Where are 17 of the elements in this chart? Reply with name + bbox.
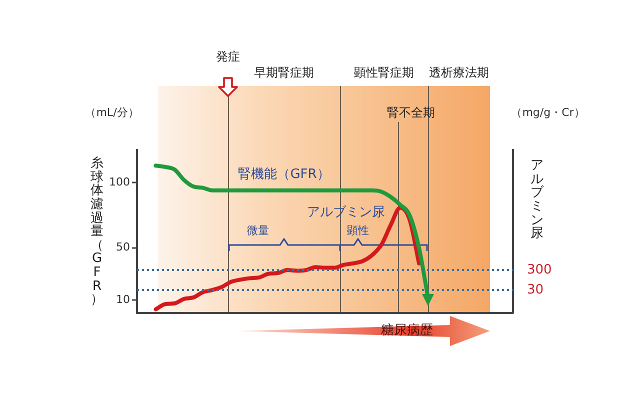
- annotation: 微量: [247, 224, 269, 238]
- annotation: 顕性: [347, 224, 369, 238]
- text: 透析療法期: [429, 66, 489, 80]
- y2-tick-label: 30: [527, 282, 544, 298]
- text: 顕性腎症期: [354, 66, 414, 80]
- text: 糸球体濾過量（GFR）: [90, 156, 104, 308]
- y-tick-label: 10: [116, 292, 130, 306]
- text: 早期腎症期: [254, 66, 314, 80]
- y2-axis-title: アルブミン尿: [530, 158, 544, 242]
- series-label: 腎機能（GFR）: [238, 167, 330, 182]
- y-tick-label: 50: [116, 240, 130, 254]
- text: 発症: [216, 50, 240, 64]
- text: （mL/分）: [85, 106, 139, 120]
- y2-tick-label: 300: [527, 262, 552, 278]
- text: （mg/g・Cr）: [511, 106, 585, 120]
- y-tick-label: 100: [109, 175, 130, 188]
- text: 糖尿病歴: [381, 323, 433, 338]
